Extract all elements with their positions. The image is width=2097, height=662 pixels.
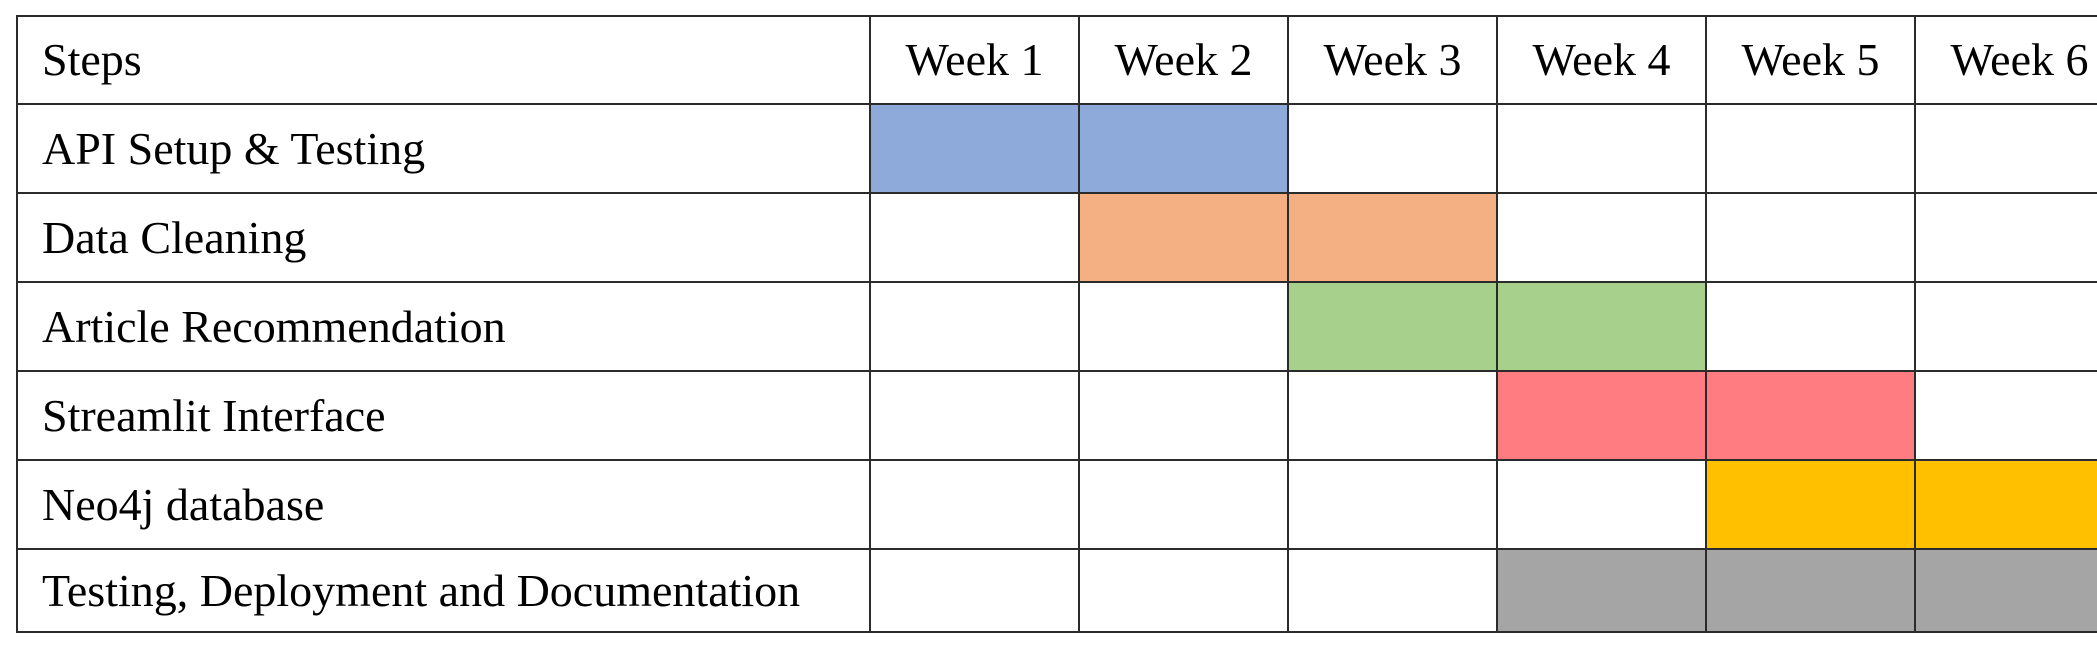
week-5-header: Week 5 — [1705, 15, 1916, 105]
empty-week-cell — [869, 192, 1080, 283]
empty-week-cell — [1705, 281, 1916, 372]
empty-week-cell — [869, 370, 1080, 461]
empty-week-cell — [1078, 281, 1289, 372]
empty-week-cell — [1914, 281, 2097, 372]
gantt-bar-segment — [1287, 192, 1498, 283]
task-name: Article Recommendation — [16, 281, 871, 372]
empty-week-cell — [1496, 192, 1707, 283]
week-1-header: Week 1 — [869, 15, 1080, 105]
empty-week-cell — [1914, 103, 2097, 194]
gantt-bar-segment — [1705, 459, 1916, 550]
empty-week-cell — [869, 548, 1080, 633]
week-6-header: Week 6 — [1914, 15, 2097, 105]
gantt-bar-segment — [1078, 192, 1289, 283]
week-2-header: Week 2 — [1078, 15, 1289, 105]
empty-week-cell — [869, 281, 1080, 372]
gantt-bar-segment — [1078, 103, 1289, 194]
empty-week-cell — [1705, 103, 1916, 194]
gantt-bar-segment — [1496, 281, 1707, 372]
empty-week-cell — [1496, 103, 1707, 194]
empty-week-cell — [1914, 370, 2097, 461]
task-name: API Setup & Testing — [16, 103, 871, 194]
gantt-bar-segment — [1287, 281, 1498, 372]
task-name: Data Cleaning — [16, 192, 871, 283]
empty-week-cell — [1287, 459, 1498, 550]
empty-week-cell — [1914, 192, 2097, 283]
task-name: Neo4j database — [16, 459, 871, 550]
empty-week-cell — [1287, 103, 1498, 194]
empty-week-cell — [1705, 192, 1916, 283]
task-rows: API Setup & Testing Data Cleaning Article … — [16, 103, 2097, 633]
empty-week-cell — [1496, 459, 1707, 550]
task-row: Streamlit Interface — [16, 370, 2097, 461]
week-3-header: Week 3 — [1287, 15, 1498, 105]
task-row: Neo4j database — [16, 459, 2097, 550]
task-name: Testing, Deployment and Documentation — [16, 548, 871, 633]
gantt-bar-segment — [1705, 548, 1916, 633]
gantt-bar-segment — [1496, 370, 1707, 461]
task-row: Data Cleaning — [16, 192, 2097, 283]
gantt-bar-segment — [1705, 370, 1916, 461]
task-row: Article Recommendation — [16, 281, 2097, 372]
gantt-bar-segment — [1914, 459, 2097, 550]
steps-header: Steps — [16, 15, 871, 105]
gantt-bar-segment — [1914, 548, 2097, 633]
week-4-header: Week 4 — [1496, 15, 1707, 105]
header-row: Steps Week 1 Week 2 Week 3 Week 4 Week 5… — [16, 15, 2097, 105]
gantt-bar-segment — [869, 103, 1080, 194]
empty-week-cell — [1078, 370, 1289, 461]
empty-week-cell — [869, 459, 1080, 550]
gantt-table: Steps Week 1 Week 2 Week 3 Week 4 Week 5… — [16, 15, 2097, 633]
empty-week-cell — [1287, 370, 1498, 461]
empty-week-cell — [1287, 548, 1498, 633]
empty-week-cell — [1078, 548, 1289, 633]
empty-week-cell — [1078, 459, 1289, 550]
task-row: API Setup & Testing — [16, 103, 2097, 194]
task-row: Testing, Deployment and Documentation — [16, 548, 2097, 633]
gantt-bar-segment — [1496, 548, 1707, 633]
task-name: Streamlit Interface — [16, 370, 871, 461]
